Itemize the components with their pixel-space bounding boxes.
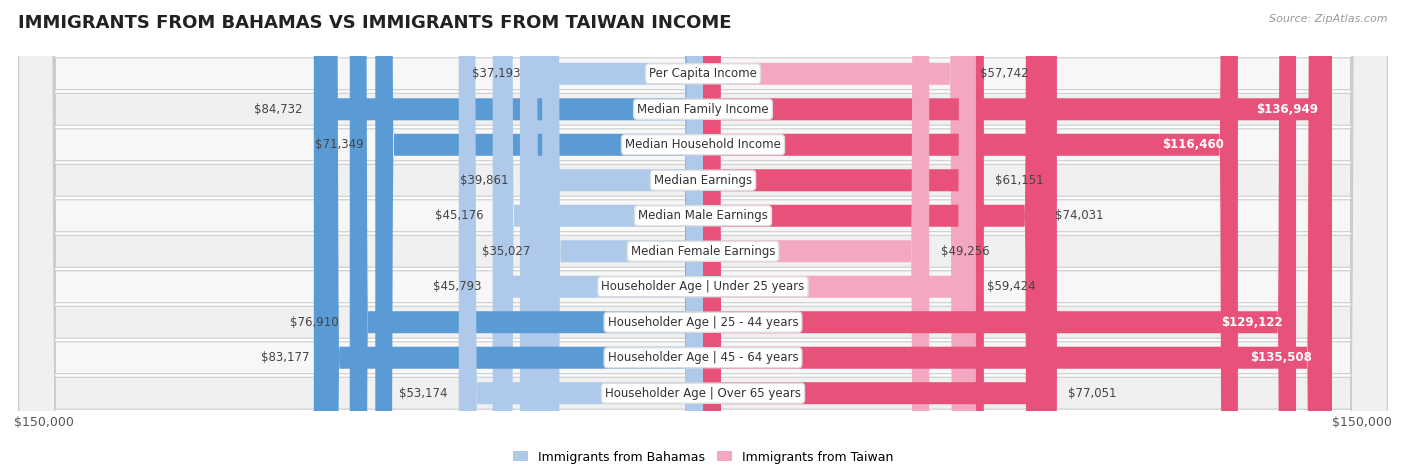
Text: IMMIGRANTS FROM BAHAMAS VS IMMIGRANTS FROM TAIWAN INCOME: IMMIGRANTS FROM BAHAMAS VS IMMIGRANTS FR… [18, 14, 731, 32]
FancyBboxPatch shape [350, 0, 703, 467]
Text: Householder Age | Under 25 years: Householder Age | Under 25 years [602, 280, 804, 293]
Text: $76,910: $76,910 [290, 316, 339, 329]
FancyBboxPatch shape [703, 0, 984, 467]
Text: $35,027: $35,027 [482, 245, 530, 258]
Text: $49,256: $49,256 [941, 245, 990, 258]
FancyBboxPatch shape [18, 0, 1388, 467]
Text: $37,193: $37,193 [472, 67, 520, 80]
Text: $116,460: $116,460 [1163, 138, 1225, 151]
Text: $45,176: $45,176 [436, 209, 484, 222]
FancyBboxPatch shape [18, 0, 1388, 467]
FancyBboxPatch shape [321, 0, 703, 467]
Text: $150,000: $150,000 [1331, 416, 1392, 429]
FancyBboxPatch shape [703, 0, 1296, 467]
Text: Median Male Earnings: Median Male Earnings [638, 209, 768, 222]
FancyBboxPatch shape [703, 0, 1057, 467]
FancyBboxPatch shape [18, 0, 1388, 467]
FancyBboxPatch shape [375, 0, 703, 467]
FancyBboxPatch shape [18, 0, 1388, 467]
Text: $53,174: $53,174 [399, 387, 447, 400]
FancyBboxPatch shape [703, 0, 969, 467]
Text: $39,861: $39,861 [460, 174, 509, 187]
FancyBboxPatch shape [703, 0, 1326, 467]
Text: $57,742: $57,742 [980, 67, 1028, 80]
Text: $61,151: $61,151 [995, 174, 1045, 187]
FancyBboxPatch shape [458, 0, 703, 467]
FancyBboxPatch shape [18, 0, 1388, 467]
Text: Householder Age | 25 - 44 years: Householder Age | 25 - 44 years [607, 316, 799, 329]
Text: $45,793: $45,793 [433, 280, 481, 293]
Text: $77,051: $77,051 [1069, 387, 1116, 400]
FancyBboxPatch shape [18, 0, 1388, 467]
Text: $84,732: $84,732 [254, 103, 302, 116]
FancyBboxPatch shape [492, 0, 703, 467]
FancyBboxPatch shape [18, 0, 1388, 467]
Text: Householder Age | 45 - 64 years: Householder Age | 45 - 64 years [607, 351, 799, 364]
Text: $135,508: $135,508 [1250, 351, 1312, 364]
Text: Source: ZipAtlas.com: Source: ZipAtlas.com [1270, 14, 1388, 24]
FancyBboxPatch shape [703, 0, 929, 467]
Text: Median Family Income: Median Family Income [637, 103, 769, 116]
FancyBboxPatch shape [314, 0, 703, 467]
FancyBboxPatch shape [520, 0, 703, 467]
Text: Median Earnings: Median Earnings [654, 174, 752, 187]
Text: $136,949: $136,949 [1256, 103, 1319, 116]
FancyBboxPatch shape [495, 0, 703, 467]
Text: Median Household Income: Median Household Income [626, 138, 780, 151]
Text: $83,177: $83,177 [262, 351, 309, 364]
Text: Per Capita Income: Per Capita Income [650, 67, 756, 80]
Legend: Immigrants from Bahamas, Immigrants from Taiwan: Immigrants from Bahamas, Immigrants from… [508, 446, 898, 467]
Text: Householder Age | Over 65 years: Householder Age | Over 65 years [605, 387, 801, 400]
FancyBboxPatch shape [533, 0, 703, 467]
FancyBboxPatch shape [703, 0, 1043, 467]
Text: $74,031: $74,031 [1054, 209, 1102, 222]
FancyBboxPatch shape [18, 0, 1388, 467]
FancyBboxPatch shape [703, 0, 1331, 467]
Text: Median Female Earnings: Median Female Earnings [631, 245, 775, 258]
Text: $59,424: $59,424 [987, 280, 1036, 293]
FancyBboxPatch shape [18, 0, 1388, 467]
FancyBboxPatch shape [703, 0, 1237, 467]
Text: $150,000: $150,000 [14, 416, 75, 429]
Text: $129,122: $129,122 [1220, 316, 1282, 329]
Text: $71,349: $71,349 [315, 138, 364, 151]
FancyBboxPatch shape [18, 0, 1388, 467]
FancyBboxPatch shape [703, 0, 976, 467]
FancyBboxPatch shape [543, 0, 703, 467]
